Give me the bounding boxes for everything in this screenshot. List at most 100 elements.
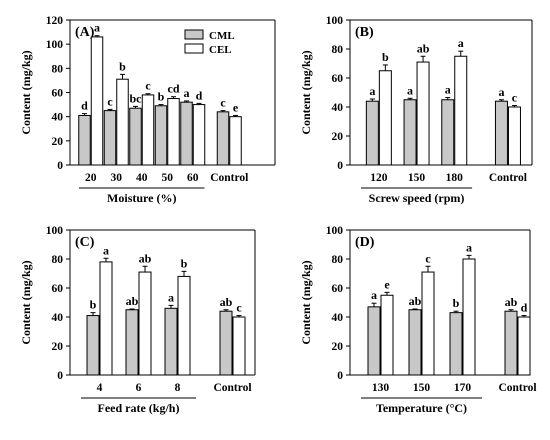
x-tick-label: 150 bbox=[413, 382, 431, 394]
y-tick-label: 40 bbox=[52, 312, 64, 324]
cml-bar bbox=[216, 111, 230, 166]
y-axis-title: Content (mg/kg) bbox=[299, 50, 313, 134]
y-tick-label: 20 bbox=[52, 341, 64, 353]
cel-bar bbox=[454, 55, 468, 166]
panel-label: (D) bbox=[355, 235, 375, 250]
cml-bar bbox=[78, 114, 91, 166]
significance-letter: c bbox=[145, 79, 151, 93]
x-tick-label: 60 bbox=[187, 172, 199, 184]
significance-letter: d bbox=[81, 99, 88, 113]
cel-bar bbox=[177, 275, 191, 376]
significance-letter: c bbox=[220, 96, 226, 110]
significance-letter: ab bbox=[126, 294, 139, 308]
x-tick-label: 8 bbox=[175, 382, 181, 394]
significance-letter: e bbox=[384, 277, 390, 291]
y-tick-label: 100 bbox=[46, 39, 64, 51]
x-axis-title: Moisture (%) bbox=[107, 191, 176, 205]
cel-bar bbox=[416, 61, 430, 166]
y-tick-label: 80 bbox=[332, 44, 344, 56]
y-tick-label: 100 bbox=[46, 225, 64, 237]
panel-label: (C) bbox=[75, 235, 95, 250]
significance-letter: bc bbox=[130, 91, 143, 105]
y-tick-label: 80 bbox=[332, 254, 344, 266]
significance-letter: ab bbox=[139, 251, 152, 265]
panel-label: (B) bbox=[355, 25, 374, 40]
x-tick-label: 150 bbox=[408, 172, 426, 184]
cml-bar bbox=[365, 100, 379, 166]
x-tick-label: 20 bbox=[85, 172, 97, 184]
cml-bar bbox=[164, 307, 178, 376]
y-axis-title: Content (mg/kg) bbox=[299, 260, 313, 344]
y-tick-label: 0 bbox=[337, 160, 343, 172]
cel-bar bbox=[462, 258, 476, 376]
x-tick-label: Control bbox=[210, 172, 248, 184]
x-tick-label: 180 bbox=[446, 172, 464, 184]
cml-bar bbox=[219, 310, 233, 376]
cml-bar bbox=[129, 107, 142, 166]
y-tick-label: 0 bbox=[57, 370, 63, 382]
legend-label: CML bbox=[209, 30, 235, 42]
x-axis-title: Feed rate (kg/h) bbox=[98, 401, 180, 415]
significance-letter: e bbox=[233, 100, 239, 114]
cel-bar bbox=[507, 106, 521, 166]
y-tick-label: 40 bbox=[332, 312, 344, 324]
significance-letter: ab bbox=[417, 41, 430, 55]
significance-letter: ab bbox=[409, 294, 422, 308]
significance-letter: b bbox=[158, 90, 165, 104]
cel-bar bbox=[517, 316, 531, 376]
chart-panel-c: 0 20 40 60 80 100 Content (mg/kg) (C) b ab a ab a ab b… bbox=[19, 225, 256, 415]
cml-bar bbox=[367, 306, 381, 376]
x-tick-label: 40 bbox=[136, 172, 148, 184]
cml-bar bbox=[103, 110, 117, 166]
x-axis-title: Temperature (°C) bbox=[376, 401, 467, 415]
cel-bar bbox=[380, 294, 394, 376]
y-tick-label: 0 bbox=[57, 160, 63, 172]
significance-letter: a bbox=[369, 84, 375, 98]
y-axis-title: Content (mg/kg) bbox=[19, 260, 33, 344]
y-tick-label: 40 bbox=[332, 102, 344, 114]
chart-panel-d: 0 20 40 60 80 100 Content (mg/kg) (D) a ab b ab e c a d… bbox=[299, 225, 537, 415]
legend-label: CEL bbox=[209, 44, 232, 56]
significance-letter: c bbox=[512, 91, 518, 105]
cel-bar bbox=[378, 70, 392, 166]
y-tick-label: 100 bbox=[326, 15, 344, 27]
x-tick-label: Control bbox=[213, 382, 251, 394]
cel-bar bbox=[90, 36, 104, 166]
y-tick-label: 60 bbox=[332, 73, 344, 85]
cel-bar bbox=[421, 271, 435, 376]
y-tick-label: 60 bbox=[332, 283, 344, 295]
y-tick-label: 60 bbox=[52, 88, 64, 100]
y-tick-label: 20 bbox=[332, 131, 344, 143]
cel-bar bbox=[229, 116, 242, 166]
y-axis-title: Content (mg/kg) bbox=[19, 50, 33, 134]
significance-letter: a bbox=[407, 83, 413, 97]
cml-bar bbox=[403, 99, 417, 166]
significance-letter: cd bbox=[168, 82, 180, 96]
cel-bar bbox=[99, 261, 113, 376]
cml-bar bbox=[154, 105, 168, 166]
cel-bar bbox=[192, 104, 206, 166]
cel-bar bbox=[138, 271, 152, 376]
cml-bar bbox=[86, 315, 100, 376]
significance-letter: a bbox=[103, 243, 109, 257]
cml-bar bbox=[441, 99, 455, 166]
cml-bar bbox=[494, 100, 508, 166]
y-tick-label: 20 bbox=[52, 136, 64, 148]
significance-letter: b bbox=[382, 50, 389, 64]
panel-label: (A) bbox=[75, 25, 95, 40]
significance-letter: a bbox=[94, 21, 100, 35]
significance-letter: d bbox=[521, 301, 528, 315]
x-tick-label: Control bbox=[489, 172, 527, 184]
significance-letter: a bbox=[458, 36, 464, 50]
significance-letter: ab bbox=[220, 295, 233, 309]
x-tick-label: 4 bbox=[97, 382, 103, 394]
cml-bar bbox=[125, 309, 139, 376]
significance-letter: b bbox=[90, 298, 97, 312]
significance-letter: b bbox=[453, 296, 460, 310]
x-axis-title: Screw speed (rpm) bbox=[369, 191, 465, 205]
x-tick-label: 120 bbox=[370, 172, 388, 184]
y-tick-label: 60 bbox=[52, 283, 64, 295]
significance-letter: d bbox=[196, 88, 203, 102]
